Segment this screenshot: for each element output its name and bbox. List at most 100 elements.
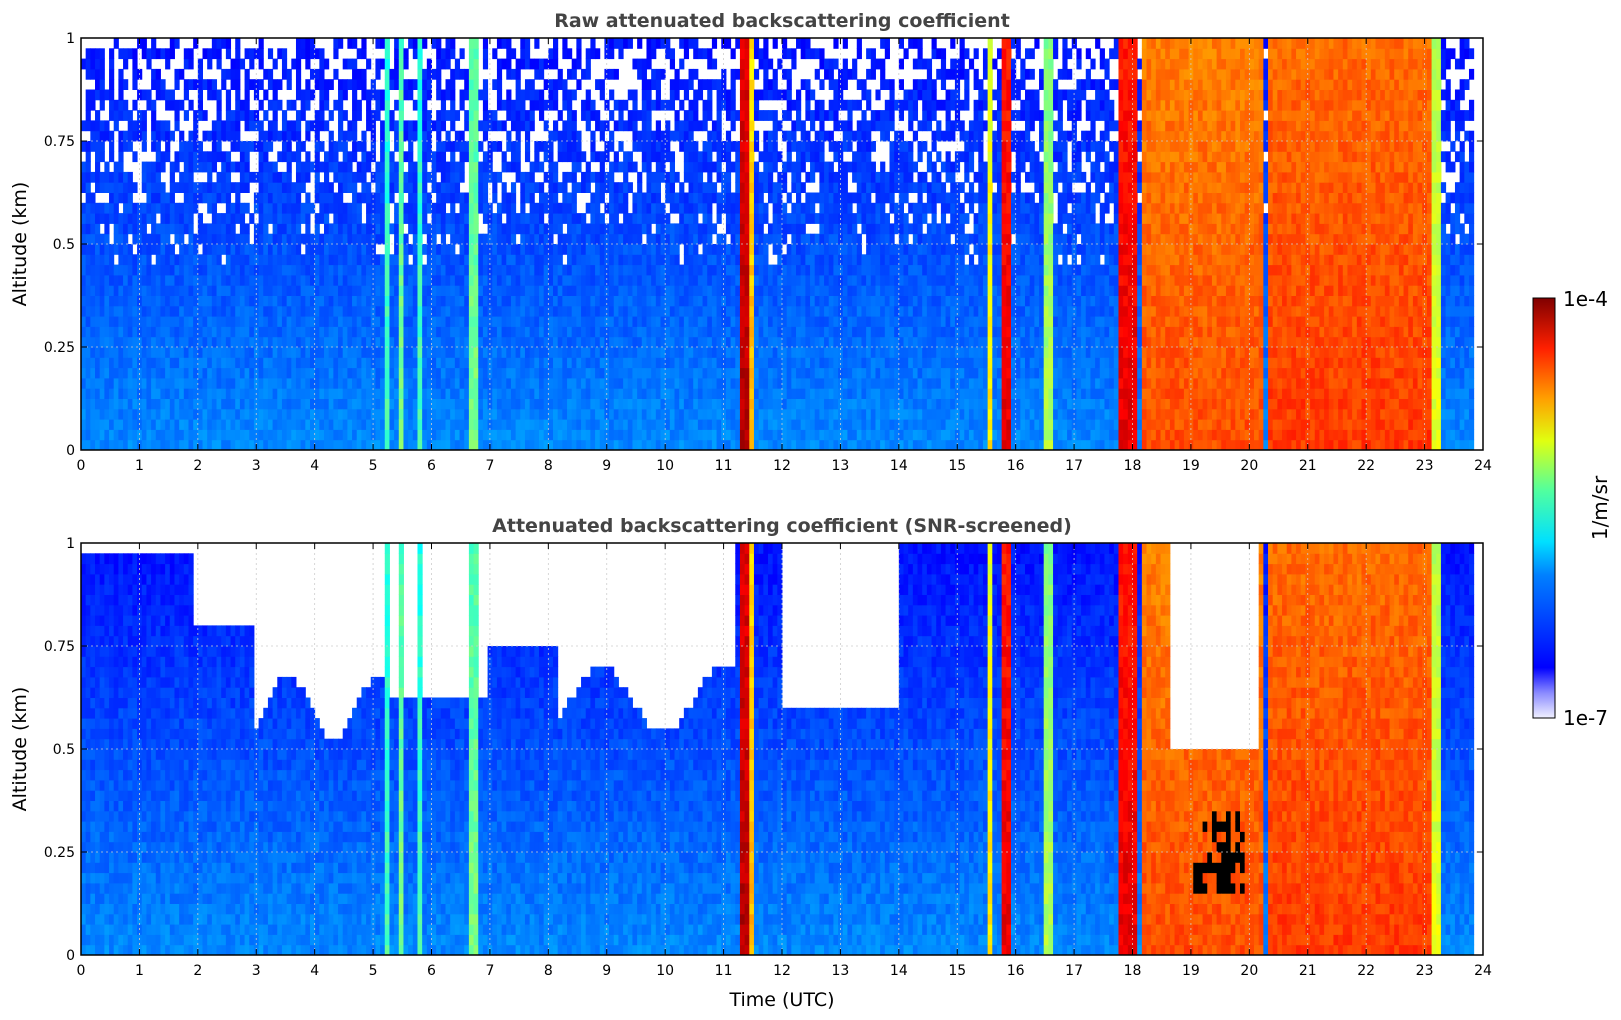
raw-heatmap-cell (604, 141, 610, 152)
raw-heatmap-cell (693, 439, 699, 451)
raw-heatmap-cell (281, 202, 288, 214)
raw-heatmap-cell (595, 336, 601, 348)
raw-heatmap-cell (324, 367, 330, 379)
raw-heatmap-cell (179, 429, 185, 441)
raw-heatmap-cell (225, 429, 232, 441)
raw-heatmap-cell (179, 408, 185, 420)
raw-heatmap-cell (454, 254, 461, 266)
raw-heatmap-cell (529, 336, 535, 348)
raw-heatmap-cell (763, 171, 769, 183)
raw-heatmap-cell (702, 419, 708, 430)
raw-heatmap-cell (492, 141, 498, 152)
raw-heatmap-cell (146, 244, 152, 255)
raw-heatmap-cell (286, 202, 292, 214)
raw-heatmap-cell (361, 161, 367, 173)
raw-heatmap-cell (627, 336, 633, 348)
raw-heatmap-cell (352, 295, 358, 307)
raw-heatmap-cell (309, 316, 316, 327)
raw-heatmap-cell (127, 419, 133, 430)
raw-heatmap-cell (735, 110, 741, 121)
raw-heatmap-cell (221, 192, 227, 204)
raw-heatmap-cell (286, 429, 292, 441)
raw-heatmap-cell (702, 367, 708, 379)
raw-heatmap-cell (324, 233, 330, 245)
raw-heatmap-cell (225, 264, 232, 276)
raw-heatmap-cell (394, 120, 400, 132)
raw-heatmap-cell (179, 274, 185, 286)
raw-heatmap-cell (557, 141, 563, 152)
raw-heatmap-cell (534, 58, 540, 70)
raw-heatmap-cell (422, 202, 428, 214)
raw-heatmap-cell (165, 233, 171, 245)
raw-heatmap-cell (679, 99, 685, 111)
raw-heatmap-cell (595, 110, 601, 121)
raw-heatmap-cell (384, 408, 390, 420)
raw-heatmap-cell (567, 295, 573, 307)
raw-heatmap-cell (557, 79, 563, 90)
raw-heatmap-cell (688, 120, 694, 132)
raw-heatmap-cell (753, 347, 760, 358)
raw-heatmap-cell (487, 161, 493, 173)
raw-heatmap-cell (132, 233, 138, 245)
raw-heatmap-cell (141, 110, 147, 121)
raw-heatmap-cell (665, 171, 671, 183)
raw-heatmap-cell (707, 233, 713, 245)
raw-heatmap-cell (398, 192, 404, 204)
raw-heatmap-cell (333, 151, 339, 163)
raw-heatmap-cell (758, 285, 764, 296)
raw-heatmap-cell (548, 285, 554, 296)
raw-heatmap-cell (99, 357, 105, 369)
raw-heatmap-cell (342, 408, 348, 420)
raw-heatmap-cell (85, 89, 91, 101)
raw-heatmap-cell (389, 192, 395, 204)
raw-heatmap-cell (609, 182, 615, 193)
raw-heatmap-cell (641, 305, 647, 317)
raw-heatmap-cell (520, 305, 526, 317)
raw-heatmap-cell (679, 38, 685, 49)
raw-heatmap-cell (309, 254, 316, 266)
raw-heatmap-cell (623, 367, 629, 379)
raw-heatmap-cell (464, 439, 470, 451)
raw-heatmap-cell (309, 439, 316, 451)
raw-heatmap-cell (459, 439, 465, 451)
raw-heatmap-cell (403, 264, 409, 276)
raw-heatmap-cell (267, 130, 274, 142)
raw-heatmap-cell (230, 213, 236, 224)
raw-heatmap-cell (595, 223, 601, 235)
raw-heatmap-cell (524, 120, 531, 132)
raw-heatmap-cell (758, 89, 764, 101)
raw-heatmap-cell (679, 295, 685, 307)
raw-heatmap-cell (454, 171, 461, 183)
raw-heatmap-cell (702, 182, 708, 193)
raw-heatmap-cell (151, 244, 157, 255)
raw-heatmap-cell (595, 295, 601, 307)
raw-heatmap-cell (683, 161, 690, 173)
raw-heatmap-cell (193, 161, 199, 173)
raw-heatmap-cell (239, 264, 246, 276)
raw-heatmap-cell (627, 439, 633, 451)
raw-heatmap-cell (632, 110, 638, 121)
raw-heatmap-cell (665, 213, 671, 224)
raw-heatmap-cell (590, 244, 596, 255)
raw-heatmap-cell (763, 130, 769, 142)
raw-heatmap-cell (576, 151, 582, 163)
raw-heatmap-cell (693, 398, 699, 410)
raw-heatmap-cell (571, 408, 577, 420)
raw-heatmap-cell (557, 398, 563, 410)
raw-heatmap-cell (609, 388, 615, 399)
raw-heatmap-cell (450, 79, 456, 90)
raw-heatmap-cell (431, 38, 437, 49)
raw-heatmap-cell (179, 264, 185, 276)
raw-heatmap-cell (581, 99, 587, 111)
raw-heatmap-cell (99, 429, 105, 441)
raw-heatmap-cell (567, 429, 573, 441)
raw-heatmap-cell (244, 233, 250, 245)
raw-heatmap-cell (436, 357, 442, 369)
raw-heatmap-cell (707, 377, 713, 389)
raw-heatmap-cell (739, 347, 746, 358)
raw-heatmap-cell (721, 171, 727, 183)
raw-heatmap-cell (305, 213, 311, 224)
raw-heatmap-cell (160, 192, 166, 204)
raw-heatmap-cell (431, 326, 437, 338)
raw-heatmap-cell (324, 377, 330, 389)
